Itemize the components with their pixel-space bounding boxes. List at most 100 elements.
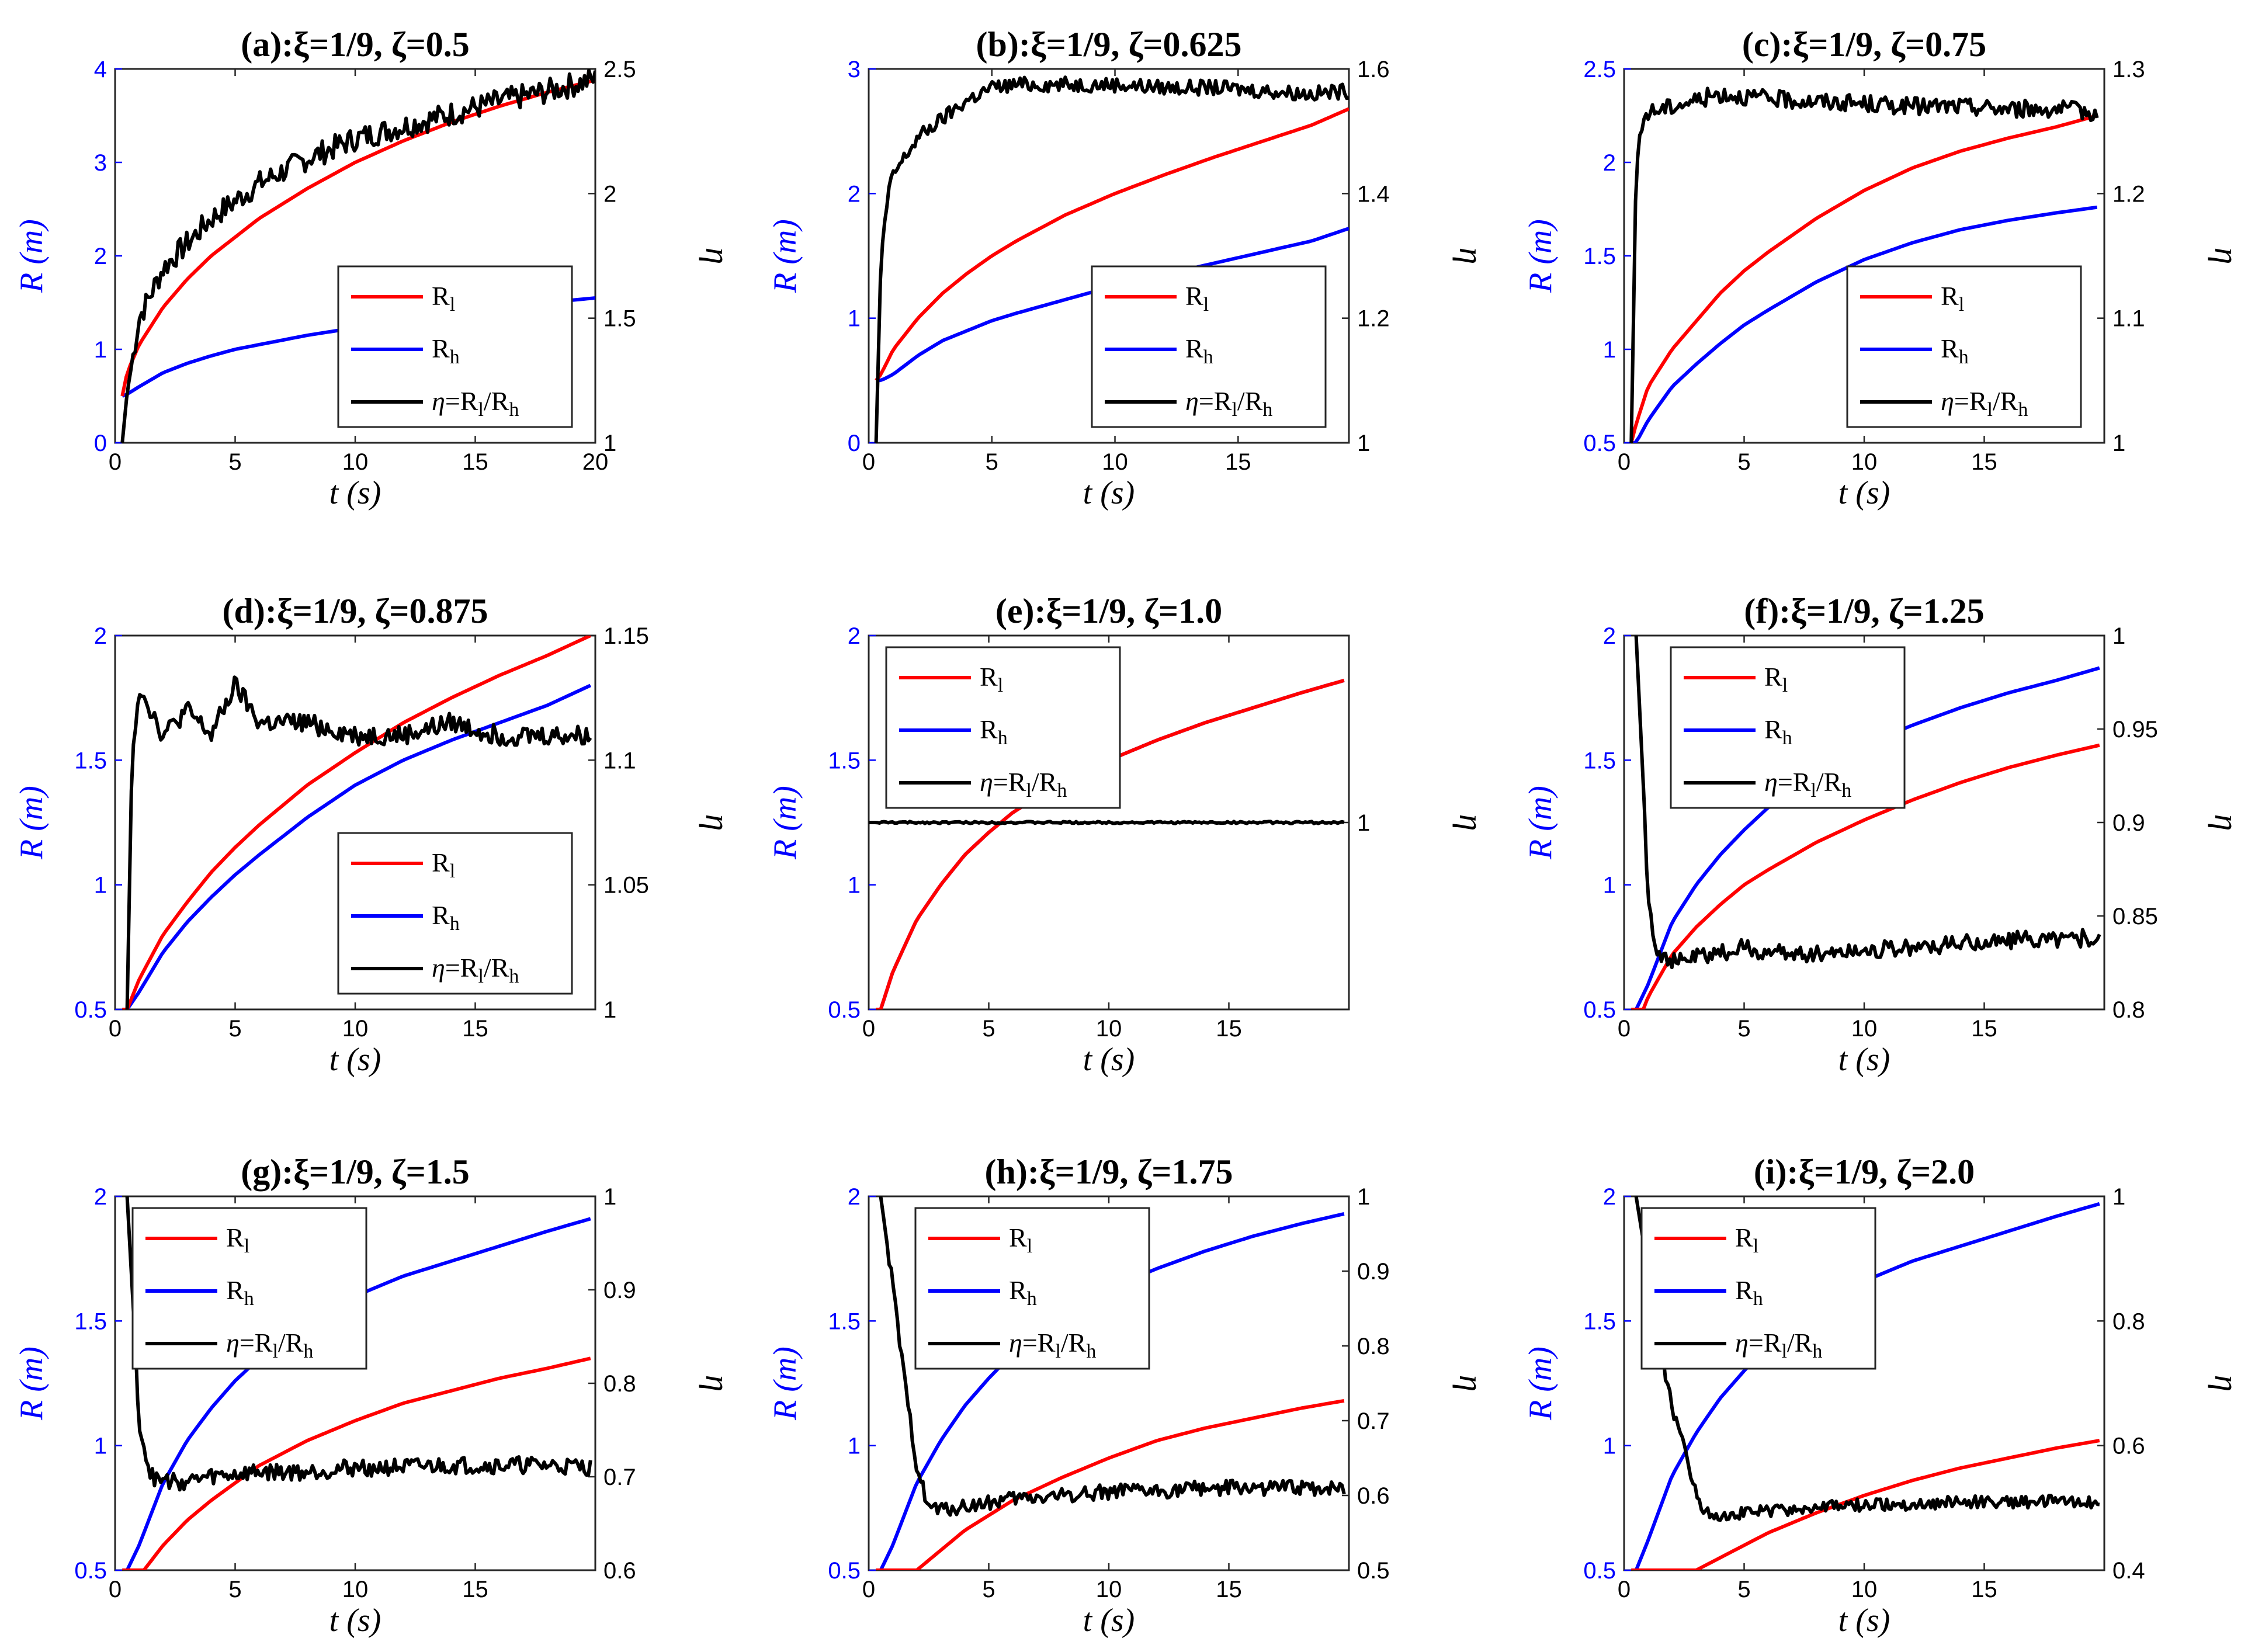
legend-label: Rh​ (1735, 1275, 1763, 1310)
series-line (1629, 86, 2099, 443)
y2-tick-label: 0.8 (2112, 1309, 2145, 1334)
y-tick-label: 1.5 (1583, 748, 1616, 773)
x-tick-label: 5 (228, 449, 241, 475)
series-line (1631, 1439, 2100, 1570)
y-axis-label: R (m) (1522, 786, 1559, 860)
y-tick-label: 1 (1603, 873, 1616, 898)
y-tick-label: 0.5 (1583, 431, 1616, 456)
y-axis-label: R (m) (767, 1346, 803, 1421)
legend-label: Rl​ (1941, 281, 1964, 315)
legend-label: Rh​ (432, 334, 460, 368)
legend-label: η=Rl​/Rh​ (1735, 1328, 1822, 1362)
legend: Rl​ Rh​ η=Rl​/Rh​ (1091, 265, 1327, 428)
legend: Rl​ Rh​ η=Rl​/Rh​ (337, 265, 573, 428)
series-line (1629, 114, 2098, 443)
y-tick-label: 2 (1603, 1184, 1616, 1210)
x-tick-label: 15 (1216, 1577, 1242, 1602)
y-tick-label: 1 (848, 873, 861, 898)
legend: Rl​ Rh​ η=Rl​/Rh​ (131, 1207, 367, 1370)
chart-title: (c):ξ=1/9, ζ=0.75 (1742, 25, 1986, 64)
y2-tick-label: 0.8 (603, 1371, 636, 1397)
y2-axis-label: η (2208, 1375, 2241, 1392)
legend-label: η=Rl​/Rh​ (432, 953, 519, 987)
y-tick-label: 0.5 (828, 1558, 861, 1584)
y2-tick-label: 1.05 (603, 873, 649, 898)
legend-label: Rl​ (432, 848, 455, 882)
y2-axis-label: η (1452, 248, 1490, 265)
y2-tick-label: 1 (2112, 623, 2125, 649)
y2-axis-label: η (699, 814, 737, 831)
y-tick-label: 0.5 (1583, 1558, 1616, 1584)
legend-label: Rl​ (1764, 662, 1788, 696)
y2-tick-label: 0.9 (1357, 1259, 1390, 1285)
y-tick-label: 0 (94, 431, 107, 456)
series-line (869, 820, 1345, 825)
legend-label: Rl​ (980, 662, 1003, 696)
y2-tick-label: 1 (2112, 1184, 2125, 1210)
y-tick-label: 0.5 (74, 997, 107, 1023)
y-tick-label: 1 (1603, 337, 1616, 363)
subplot-i: (i):ξ=1/9, ζ=2.0 0 5 10 15 t (s) 0.5 1 1.5 2 R (m)… (1522, 1153, 2241, 1639)
x-tick-label: 15 (1225, 449, 1251, 475)
x-tick-label: 10 (1096, 1016, 1122, 1042)
y-axis-label: R (m) (1522, 219, 1559, 293)
legend-label: Rh​ (1185, 334, 1213, 368)
y2-tick-label: 1.1 (2112, 306, 2145, 332)
subplot-a: (a):ξ=1/9, ζ=0.5 0 5 10 15 20 t (s) 0 1 2 3 4 R (m) 1… (13, 25, 737, 511)
legend-label: η=Rl​/Rh​ (432, 386, 519, 421)
subplot-b: (b):ξ=1/9, ζ=0.625 0 5 10 15 t (s) 0 1 2 3 R (m) 1 1… (767, 25, 1490, 511)
y-axis-label: R (m) (13, 219, 50, 293)
y-tick-label: 2 (848, 623, 861, 649)
y-tick-label: 1 (848, 1434, 861, 1459)
x-tick-label: 0 (109, 1577, 122, 1602)
y-tick-label: 1.5 (74, 1309, 107, 1334)
x-tick-label: 15 (1216, 1016, 1242, 1042)
legend: Rl​ Rh​ η=Rl​/Rh​ (1670, 646, 1906, 809)
legend-label: Rh​ (1009, 1275, 1037, 1310)
series-line (875, 107, 1349, 382)
series-line (876, 1398, 1345, 1570)
y-axis-label: R (m) (767, 786, 803, 860)
chart-title: (h):ξ=1/9, ζ=1.75 (985, 1153, 1233, 1191)
y2-tick-label: 1.6 (1357, 57, 1390, 82)
y-tick-label: 1.5 (1583, 244, 1616, 269)
y-tick-label: 3 (848, 57, 861, 82)
y2-tick-label: 1 (1357, 810, 1370, 836)
chart-title: (b):ξ=1/9, ζ=0.625 (976, 25, 1242, 64)
x-axis-label: t (s) (329, 1042, 381, 1078)
subplot-e: (e):ξ=1/9, ζ=1.0 0 5 10 15 t (s) 0.5 1 1.5 2 R (m)… (767, 592, 1490, 1078)
subplot-h: (h):ξ=1/9, ζ=1.75 0 5 10 15 t (s) 0.5 1 1.5 2 R (m… (767, 1153, 1490, 1639)
y-tick-label: 2 (848, 181, 861, 207)
x-tick-label: 20 (582, 449, 609, 475)
series-line (122, 636, 592, 1009)
y2-tick-label: 0.6 (2112, 1434, 2145, 1459)
x-tick-label: 15 (1971, 449, 1997, 475)
y2-tick-label: 1 (603, 1184, 616, 1210)
series-line (120, 69, 595, 443)
y-tick-label: 2 (94, 623, 107, 649)
y-tick-label: 1.5 (828, 1309, 861, 1334)
y2-tick-label: 1 (1357, 431, 1370, 456)
legend-label: η=Rl​/Rh​ (1941, 386, 2028, 421)
y2-axis-label: η (2208, 248, 2241, 265)
series-line (122, 683, 592, 1009)
y2-axis-label: η (2208, 814, 2241, 831)
y2-tick-label: 1 (1357, 1184, 1370, 1210)
legend-label: Rl​ (1735, 1223, 1758, 1257)
legend: Rl​ Rh​ η=Rl​/Rh​ (337, 832, 573, 995)
x-tick-label: 5 (1737, 1016, 1750, 1042)
subplot-f: (f):ξ=1/9, ζ=1.25 0 5 10 15 t (s) 0.5 1 1.5 2 R (m… (1522, 592, 2241, 1078)
x-tick-label: 0 (1618, 1577, 1631, 1602)
chart-title: (a):ξ=1/9, ζ=0.5 (241, 25, 470, 64)
x-tick-label: 10 (1851, 1016, 1878, 1042)
x-axis-label: t (s) (1838, 475, 1890, 511)
x-tick-label: 5 (228, 1577, 241, 1602)
x-tick-label: 5 (1737, 449, 1750, 475)
y2-tick-label: 2 (603, 181, 616, 207)
legend-label: Rh​ (432, 900, 460, 935)
x-tick-label: 5 (982, 1577, 995, 1602)
x-axis-label: t (s) (1838, 1602, 1890, 1639)
series-line (874, 75, 1349, 443)
legend: Rl​ Rh​ η=Rl​/Rh​ (1846, 265, 2082, 428)
legend: Rl​ Rh​ η=Rl​/Rh​ (885, 646, 1121, 809)
